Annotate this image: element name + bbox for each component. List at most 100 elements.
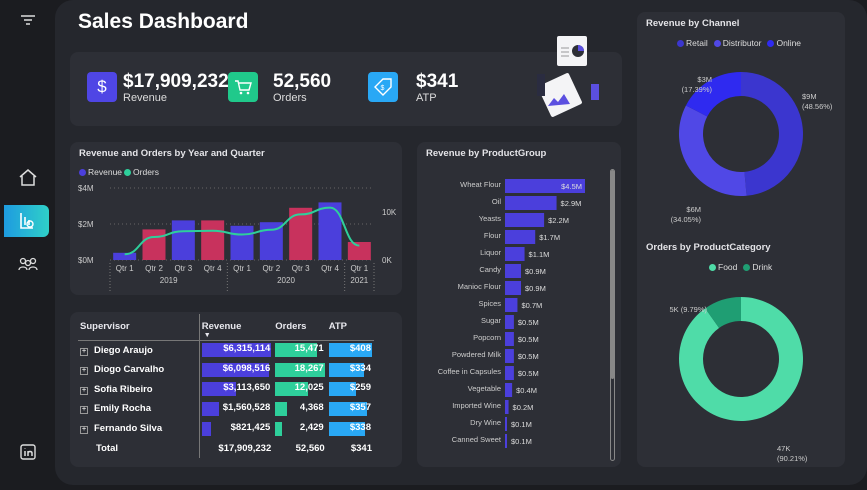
kpi-value: 52,560 (273, 71, 332, 92)
product-bar[interactable] (505, 281, 521, 295)
product-group-chart-card: Revenue by ProductGroup Wheat Flour $4.5M… (417, 142, 621, 467)
year-label: 2019 (160, 276, 178, 285)
product-bar[interactable] (505, 298, 518, 312)
report-icon[interactable] (4, 205, 49, 237)
expand-icon[interactable]: + (80, 386, 88, 395)
revenue-bar[interactable] (259, 222, 283, 260)
atp-value: $334 (349, 362, 371, 374)
category-label: Popcorn (473, 333, 501, 342)
legend-item[interactable]: Retail (677, 38, 708, 48)
table-row[interactable]: + Diogo Carvalho $6,098,516 18,267 $334 (78, 359, 374, 380)
legend-item[interactable]: Orders (124, 167, 159, 177)
people-icon[interactable] (12, 248, 44, 280)
data-label: $2.9M (561, 199, 582, 208)
expand-icon[interactable]: + (80, 347, 88, 356)
data-label: $0.5M (518, 335, 539, 344)
col-header-revenue[interactable]: Revenue ▼ (198, 314, 274, 340)
expand-icon[interactable]: + (80, 367, 88, 376)
supervisor-name: Fernando Silva (94, 423, 163, 435)
col-header-atp[interactable]: ATP (328, 321, 347, 333)
product-bar[interactable] (505, 179, 585, 193)
data-label: $4.5M (561, 182, 582, 191)
category-label: Candy (479, 265, 501, 274)
kpi-revenue: $ $17,909,232 Revenue (87, 72, 229, 104)
legend-item[interactable]: Distributor (713, 38, 761, 48)
table-row[interactable]: + Sofia Ribeiro $3,113,650 12,025 $259 (78, 379, 374, 400)
product-bar[interactable] (505, 315, 514, 329)
revenue-value: $821,425 (230, 421, 271, 433)
data-label: $0.9M (525, 284, 546, 293)
revenue-bar[interactable] (171, 220, 195, 260)
donut-slice[interactable] (705, 297, 741, 328)
product-bar[interactable] (505, 213, 545, 227)
product-bar[interactable] (505, 349, 514, 363)
revenue-bar[interactable] (201, 220, 225, 260)
donut-slice[interactable] (679, 105, 747, 196)
revenue-bar[interactable] (318, 202, 342, 260)
channel-donut-chart: $9M(48.56%) $6M(34.05%) $3M(17.39%) (671, 72, 833, 224)
revenue-bar[interactable] (289, 207, 313, 260)
donut-slice[interactable] (679, 297, 803, 421)
filter-icon[interactable] (12, 4, 44, 36)
data-label: $0.1M (511, 437, 532, 446)
slice-label: (48.56%) (802, 102, 833, 111)
table-row[interactable]: + Emily Rocha $1,560,528 4,368 $357 (78, 399, 374, 419)
category-donut-chart: 47K(90.21%) 5K (9.79%) (669, 297, 808, 463)
price-tag-icon: $ (368, 72, 398, 102)
expand-icon[interactable]: + (80, 426, 88, 435)
col-header-orders[interactable]: Orders (275, 321, 307, 333)
donut-slice[interactable] (685, 72, 741, 117)
y2-tick-label: 10K (382, 208, 397, 217)
chart-legend: Retail Distributor Online (677, 38, 801, 48)
legend-item[interactable]: Revenue (79, 167, 122, 177)
home-icon[interactable] (12, 161, 44, 193)
category-label: Yeasts (479, 214, 501, 223)
donut-slice[interactable] (741, 72, 803, 196)
revenue-bar[interactable] (347, 242, 371, 260)
data-label: $0.2M (513, 403, 534, 412)
legend-item[interactable]: Food (709, 262, 737, 272)
col-header-supervisor[interactable]: Supervisor (80, 321, 130, 333)
expand-icon[interactable]: + (80, 406, 88, 415)
x-tick-label: Qtr 1 (233, 264, 251, 273)
category-label: Manioc Flour (458, 282, 502, 291)
orders-line[interactable] (124, 206, 360, 256)
chart-title: Revenue and Orders by Year and Quarter (79, 148, 265, 159)
dashboard-canvas: Sales Dashboard $ $17,909,232 Revenue 52,… (55, 0, 867, 485)
revenue-bar[interactable] (230, 225, 254, 260)
scrollbar[interactable] (610, 169, 615, 461)
revenue-value: $6,098,516 (222, 362, 271, 374)
x-tick-label: Qtr 3 (174, 264, 192, 273)
product-bar[interactable] (505, 247, 525, 261)
product-bar[interactable] (505, 417, 507, 431)
revenue-bar[interactable] (113, 252, 137, 260)
kpi-value: $17,909,232 (123, 71, 229, 92)
product-bar[interactable] (505, 196, 557, 210)
product-bar[interactable] (505, 230, 536, 244)
product-bar[interactable] (505, 434, 507, 448)
atp-value: $357 (349, 401, 371, 413)
atp-value: $338 (349, 421, 371, 433)
category-label: Oil (492, 197, 502, 206)
chart-title: Revenue by ProductGroup (426, 148, 547, 159)
category-label: Liquor (480, 248, 501, 257)
linkedin-icon[interactable] (12, 436, 44, 468)
supervisor-table-card: Supervisor Revenue ▼ Orders ATP + Diego Ar… (70, 312, 402, 467)
table-row[interactable]: + Diego Araujo $6,315,114 15,471 $408 (78, 340, 374, 360)
product-bar[interactable] (505, 366, 514, 380)
right-panel-card: Revenue by Channel Retail Distributor On… (637, 12, 845, 467)
product-bar[interactable] (505, 264, 521, 278)
product-bar[interactable] (505, 400, 509, 414)
product-bar[interactable] (505, 383, 513, 397)
kpi-orders: 52,560 Orders (228, 72, 331, 104)
dollar-icon: $ (87, 72, 117, 102)
legend-item[interactable]: Drink (743, 262, 772, 272)
revenue-bar[interactable] (142, 229, 166, 260)
data-label: $0.9M (525, 267, 546, 276)
y2-tick-label: 0K (382, 256, 392, 265)
data-label: $0.5M (518, 318, 539, 327)
category-label: Dry Wine (470, 418, 501, 427)
product-bar[interactable] (505, 332, 514, 346)
table-row[interactable]: + Fernando Silva $821,425 2,429 $338 (78, 418, 374, 439)
legend-item[interactable]: Online (767, 38, 801, 48)
